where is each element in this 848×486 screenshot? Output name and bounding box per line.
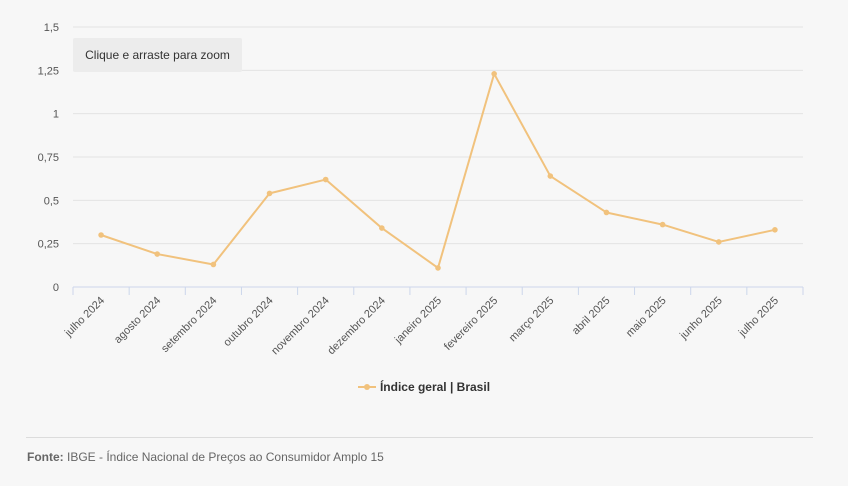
y-tick-label: 1 [53, 109, 59, 121]
legend-marker-icon [357, 384, 376, 390]
y-tick-label: 1,25 [38, 65, 59, 77]
zoom-hint: Clique e arraste para zoom [73, 38, 242, 72]
source-label: Fonte: [27, 450, 64, 464]
x-tick-label: janeiro 2025 [392, 295, 444, 347]
x-tick-label: fevereiro 2025 [442, 295, 500, 353]
y-tick-label: 0,25 [38, 239, 59, 251]
y-tick-label: 0 [53, 282, 59, 294]
x-tick-label: julho 2025 [736, 295, 781, 340]
series-line-path[interactable] [100, 72, 776, 269]
x-tick-label: março 2025 [507, 295, 557, 345]
source-text: IBGE - Índice Nacional de Preços ao Cons… [67, 450, 384, 464]
y-axis: 0 0,25 0,5 0,75 1 1,25 1,5 [38, 22, 59, 294]
data-point[interactable] [603, 209, 610, 216]
x-tick-label: dezembro 2024 [325, 295, 388, 358]
legend[interactable]: Índice geral | Brasil [0, 380, 848, 394]
x-tick-label: julho 2024 [62, 295, 107, 340]
y-tick-label: 0,5 [44, 195, 59, 207]
series-line [98, 71, 778, 271]
y-tick-label: 1,5 [44, 22, 59, 34]
data-point[interactable] [659, 221, 666, 228]
data-point[interactable] [266, 190, 273, 197]
data-point[interactable] [772, 227, 778, 233]
data-point[interactable] [491, 71, 497, 77]
data-point[interactable] [210, 261, 217, 268]
x-tick-label: agosto 2024 [112, 295, 163, 346]
data-point[interactable] [547, 173, 554, 179]
x-tick-label: junho 2025 [677, 295, 725, 343]
y-tick-label: 0,75 [38, 152, 59, 164]
x-tick-label: abril 2025 [570, 295, 613, 338]
x-tick-label: novembro 2024 [269, 295, 332, 358]
legend-label: Índice geral | Brasil [379, 380, 491, 394]
data-point[interactable] [715, 239, 722, 245]
data-point[interactable] [435, 265, 441, 271]
source-note: Fonte: IBGE - Índice Nacional de Preços … [27, 450, 384, 464]
divider [26, 437, 813, 438]
x-tick-label: setembro 2024 [159, 295, 219, 355]
data-point[interactable] [98, 232, 104, 238]
data-point[interactable] [154, 251, 161, 257]
x-tick-label: maio 2025 [624, 295, 669, 340]
x-tick-label: outubro 2024 [221, 295, 275, 349]
data-point[interactable] [379, 225, 385, 231]
data-point[interactable] [322, 176, 329, 183]
